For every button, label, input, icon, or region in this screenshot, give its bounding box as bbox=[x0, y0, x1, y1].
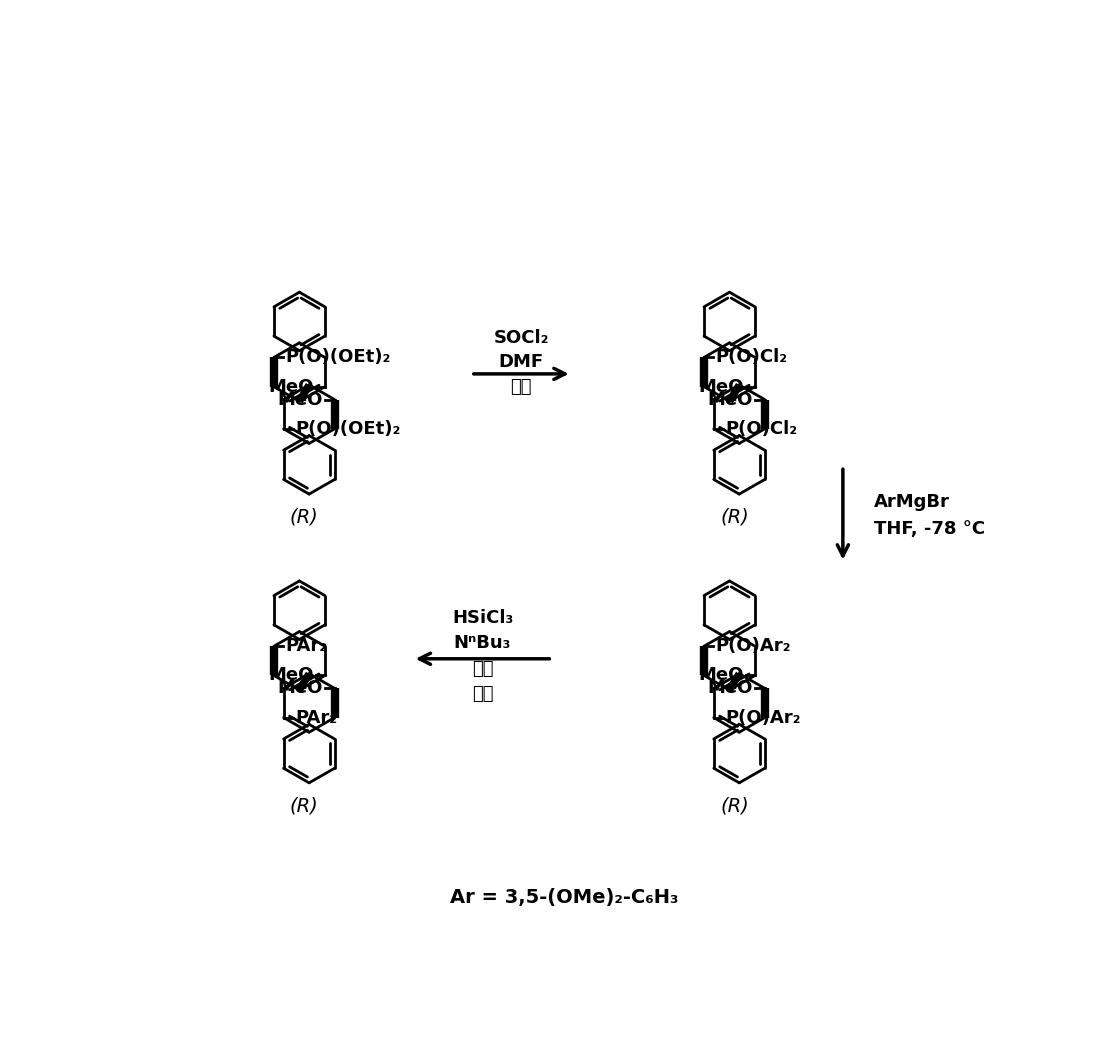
Text: 回流: 回流 bbox=[511, 378, 532, 396]
Text: (R): (R) bbox=[720, 796, 749, 815]
Text: DMF: DMF bbox=[499, 354, 544, 372]
Text: PAr₂: PAr₂ bbox=[285, 637, 328, 655]
Text: (R): (R) bbox=[290, 508, 318, 527]
Text: Ar = 3,5-(OMe)₂-C₆H₃: Ar = 3,5-(OMe)₂-C₆H₃ bbox=[449, 888, 678, 907]
Text: MeO: MeO bbox=[277, 679, 323, 697]
Text: P(O)(OEt)₂: P(O)(OEt)₂ bbox=[295, 420, 401, 438]
Text: MeO: MeO bbox=[268, 666, 314, 684]
Text: 甲苯: 甲苯 bbox=[471, 660, 493, 678]
Text: MeO: MeO bbox=[268, 378, 314, 396]
Text: MeO: MeO bbox=[708, 391, 753, 409]
Text: THF, -78 °C: THF, -78 °C bbox=[874, 521, 985, 539]
Text: (R): (R) bbox=[720, 508, 749, 527]
Text: ArMgBr: ArMgBr bbox=[874, 493, 950, 511]
Text: MeO: MeO bbox=[698, 378, 743, 396]
Text: (R): (R) bbox=[290, 796, 318, 815]
Text: P(O)Ar₂: P(O)Ar₂ bbox=[726, 709, 800, 727]
Text: MeO: MeO bbox=[708, 679, 753, 697]
Text: P(O)(OEt)₂: P(O)(OEt)₂ bbox=[285, 348, 391, 366]
Text: P(O)Cl₂: P(O)Cl₂ bbox=[726, 420, 797, 438]
Text: HSiCl₃: HSiCl₃ bbox=[451, 609, 513, 627]
Text: P(O)Cl₂: P(O)Cl₂ bbox=[716, 348, 787, 366]
Text: MeO: MeO bbox=[277, 391, 323, 409]
Text: P(O)Ar₂: P(O)Ar₂ bbox=[716, 637, 792, 655]
Text: NⁿBu₃: NⁿBu₃ bbox=[454, 635, 511, 653]
Text: MeO: MeO bbox=[698, 666, 743, 684]
Text: PAr₂: PAr₂ bbox=[295, 709, 337, 727]
Text: 回流: 回流 bbox=[471, 685, 493, 703]
Text: SOCl₂: SOCl₂ bbox=[493, 328, 549, 346]
